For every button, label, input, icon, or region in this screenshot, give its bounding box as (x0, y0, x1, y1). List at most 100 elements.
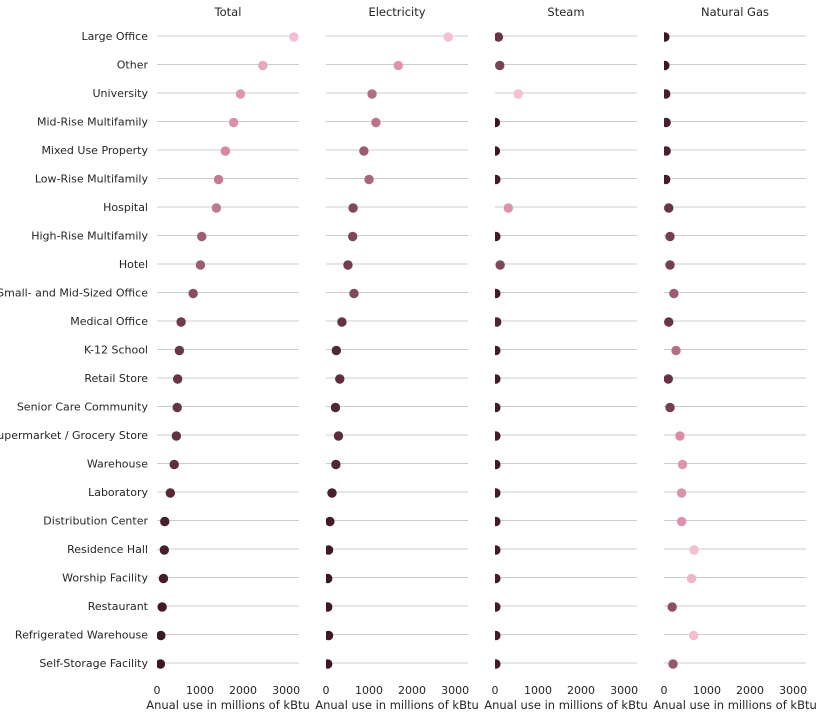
data-point (158, 573, 169, 584)
data-point (157, 659, 166, 669)
category-label: Worship Facility (62, 572, 148, 585)
panel-title: Natural Gas (701, 5, 769, 19)
data-point (495, 32, 504, 42)
category-label: Other (117, 59, 149, 72)
data-point (213, 174, 224, 185)
data-point (172, 402, 182, 413)
data-point (664, 317, 674, 327)
data-point (326, 602, 333, 612)
category-label: Laboratory (88, 486, 148, 499)
data-point (188, 288, 198, 299)
data-point (495, 402, 501, 413)
data-point (367, 89, 377, 99)
data-point (495, 231, 501, 242)
data-point (258, 60, 268, 71)
data-point (664, 60, 670, 71)
points (157, 32, 299, 669)
data-point (495, 117, 501, 128)
points (664, 32, 699, 669)
data-point (326, 545, 334, 555)
data-point (686, 573, 697, 584)
x-tick-label: 0 (323, 684, 330, 697)
data-point (495, 516, 501, 527)
data-point (326, 659, 333, 669)
data-point (667, 602, 677, 612)
category-label: K-12 School (84, 344, 148, 357)
data-point (176, 317, 186, 327)
data-point (495, 174, 501, 185)
panel-title: Electricity (368, 5, 425, 19)
data-point (331, 345, 342, 356)
data-point (495, 374, 501, 384)
x-tick-label: 1000 (355, 684, 383, 697)
category-label: Mid-Rise Multifamily (37, 116, 149, 129)
data-point (195, 260, 206, 270)
x-tick-label: 2000 (398, 684, 426, 697)
data-point (171, 431, 182, 441)
category-label: Supermarket / Grocery Store (0, 429, 148, 442)
data-point (495, 659, 501, 669)
data-point (495, 602, 501, 612)
category-label: Self-Storage Facility (39, 657, 148, 670)
category-label: Mixed Use Property (41, 144, 148, 157)
category-label: Small- and Mid-Sized Office (0, 287, 148, 300)
data-point (495, 459, 501, 470)
category-label: University (93, 87, 149, 100)
panel-title: Steam (547, 5, 584, 19)
category-label: Restaurant (88, 600, 149, 613)
data-point (664, 203, 674, 213)
category-label: Hotel (119, 258, 148, 271)
x-axis-label: Anual use in millions of kBtu (484, 698, 648, 712)
category-labels: Large Office Other University Mid-Rise Mult… (0, 30, 149, 670)
data-point (495, 431, 501, 441)
data-point (665, 231, 675, 242)
category-label: Hospital (103, 201, 148, 214)
data-point (676, 516, 687, 527)
data-point (211, 203, 222, 213)
category-label: Large Office (81, 30, 148, 43)
data-point (349, 288, 359, 299)
x-axis-label: Anual use in millions of kBtu (146, 698, 310, 712)
category-label: Distribution Center (43, 515, 148, 528)
data-point (364, 174, 374, 185)
data-point (327, 488, 337, 498)
data-point (495, 630, 501, 641)
data-point (165, 488, 176, 498)
category-label: Retail Store (84, 372, 148, 385)
data-point (495, 345, 501, 356)
x-tick-label: 1000 (186, 684, 214, 697)
x-tick-label: 2000 (229, 684, 257, 697)
data-point (174, 345, 185, 356)
data-point (330, 402, 341, 413)
data-point (157, 602, 167, 612)
data-point (343, 260, 353, 270)
data-point (495, 60, 505, 71)
x-tick-label: 0 (661, 684, 668, 697)
x-tick-label: 1000 (693, 684, 721, 697)
x-axis-label: Anual use in millions of kBtu (653, 698, 817, 712)
x-tick-label: 2000 (567, 684, 595, 697)
panel-title: Total (214, 5, 242, 19)
data-point (495, 317, 502, 327)
data-point (513, 89, 523, 99)
data-point (348, 203, 358, 213)
data-point (668, 659, 678, 669)
data-point (347, 231, 358, 242)
x-tick-label: 3000 (441, 684, 469, 697)
data-point (235, 89, 246, 99)
data-point (676, 488, 687, 498)
x-tick-label: 0 (154, 684, 161, 697)
x-tick-label: 3000 (272, 684, 300, 697)
data-point (197, 231, 207, 242)
data-point (664, 89, 671, 99)
data-point (159, 545, 170, 555)
data-point (689, 545, 699, 555)
data-point (664, 146, 671, 156)
data-point (169, 459, 179, 470)
